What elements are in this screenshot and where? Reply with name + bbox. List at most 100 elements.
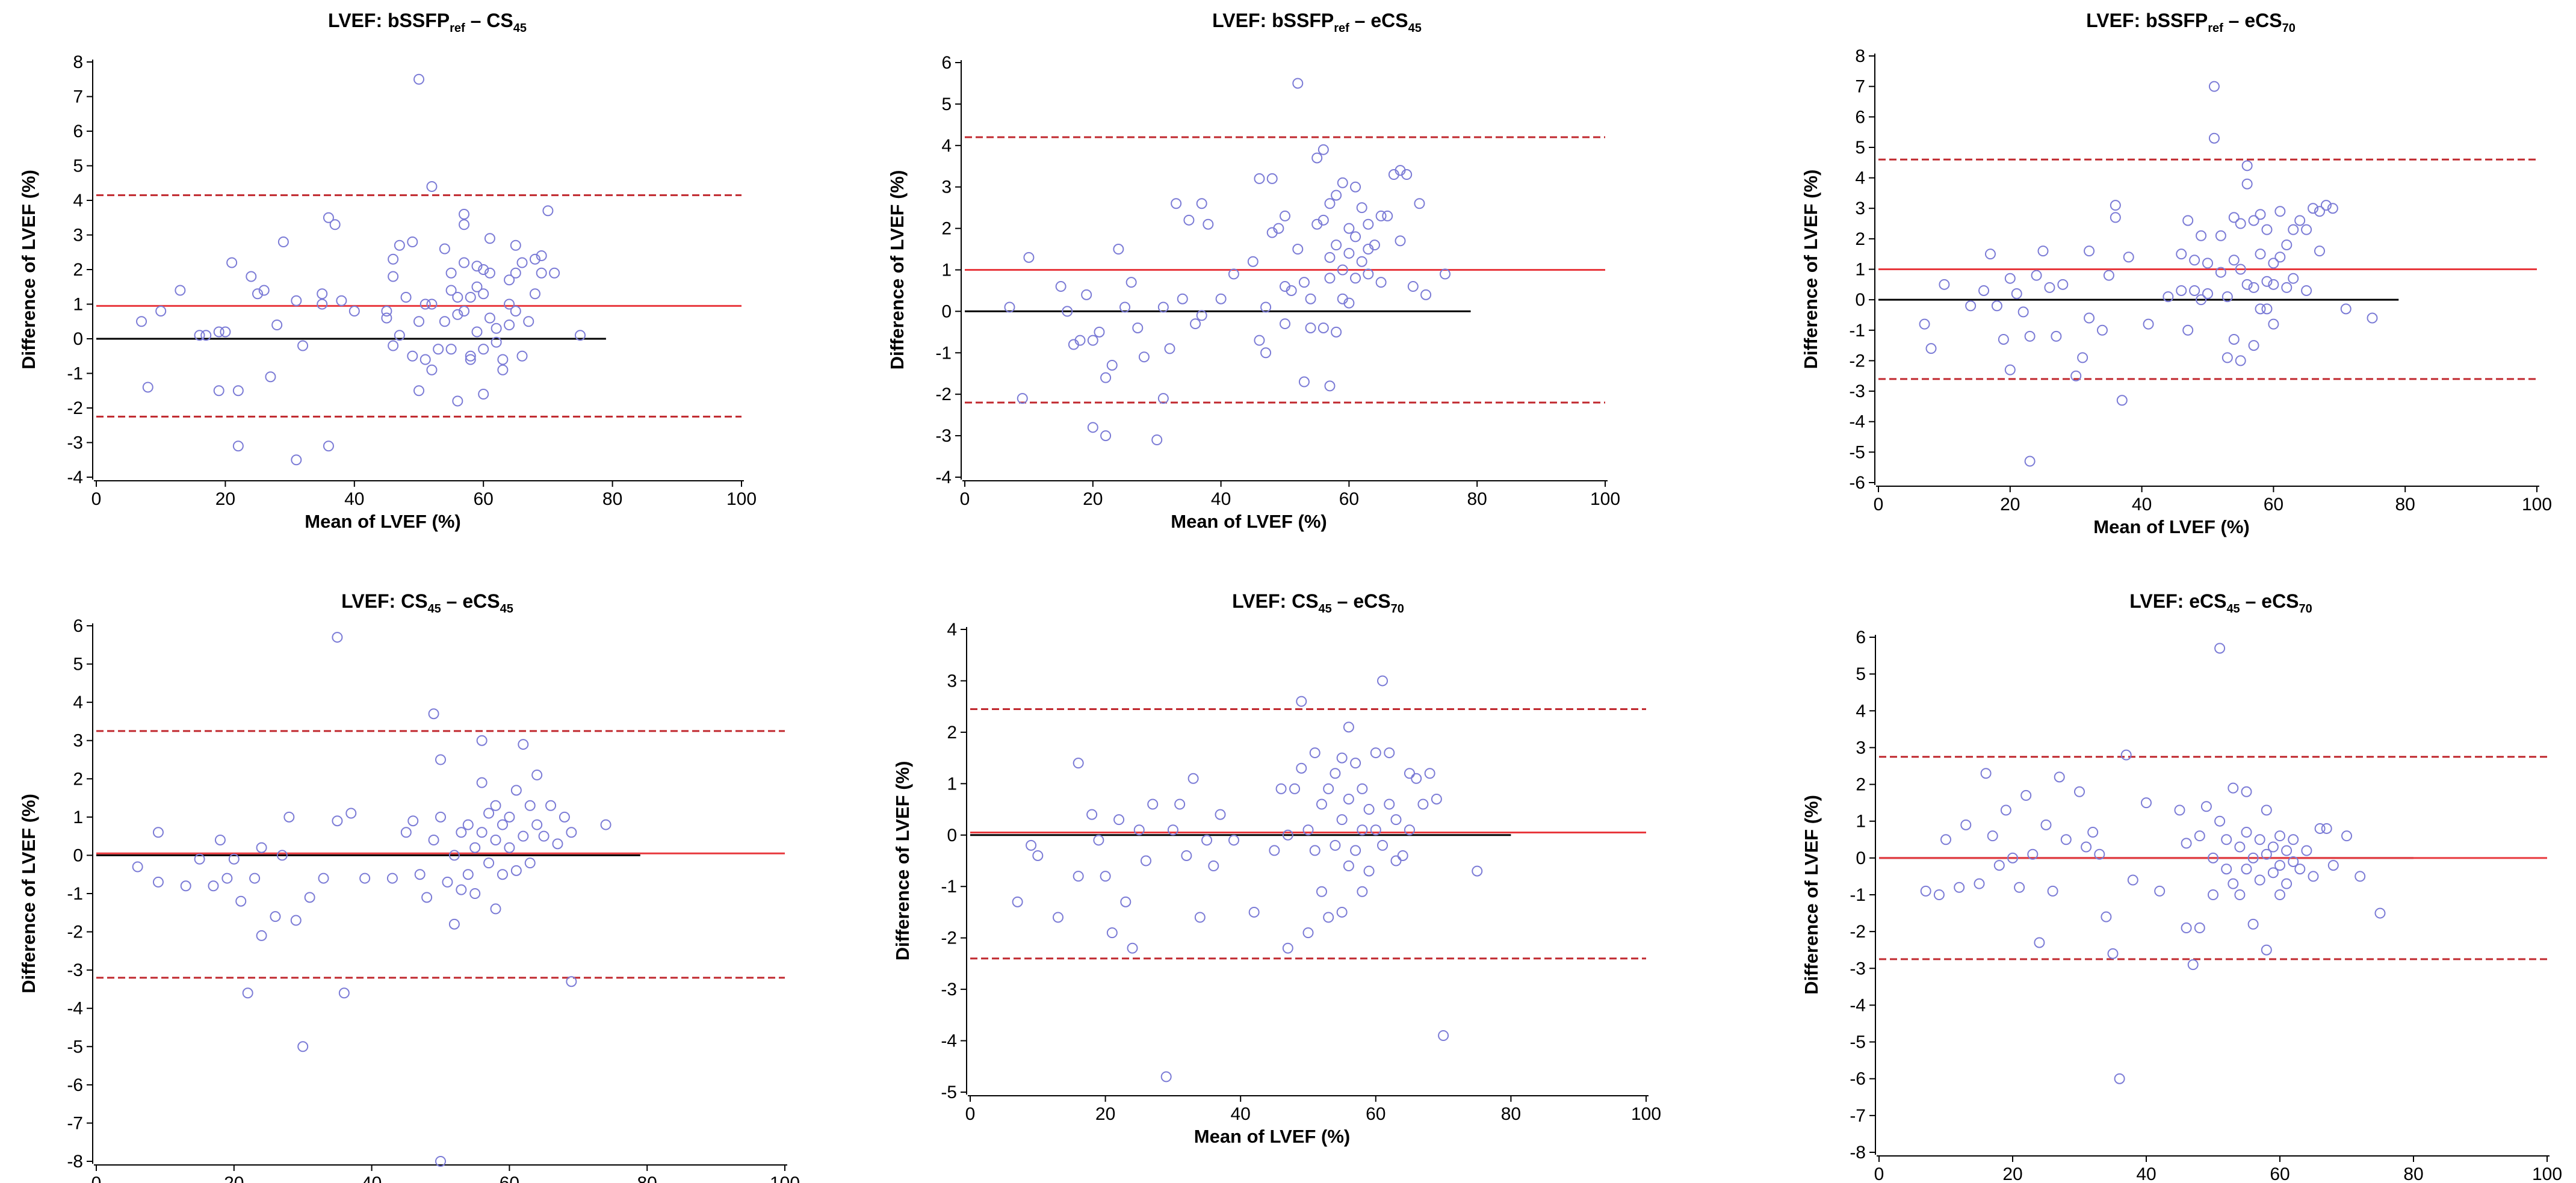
y-tick-label: -2 xyxy=(935,385,952,404)
data-point xyxy=(435,1156,446,1167)
data-point xyxy=(1302,824,1314,836)
x-tick-label: 20 xyxy=(1095,1104,1115,1124)
y-tick-label: 6 xyxy=(1855,107,1865,127)
data-point xyxy=(1324,198,1336,209)
data-point xyxy=(1086,809,1098,820)
data-point xyxy=(1012,896,1023,907)
title-subscript: 45 xyxy=(1319,602,1332,616)
x-tick-label: 80 xyxy=(1501,1104,1521,1124)
data-point xyxy=(465,350,476,362)
data-point xyxy=(420,354,431,365)
data-point xyxy=(1164,343,1175,354)
data-point xyxy=(420,298,431,310)
y-tick-label: 2 xyxy=(941,219,952,239)
data-point xyxy=(1323,783,1334,794)
data-point xyxy=(435,811,446,823)
y-tick-label: 5 xyxy=(941,94,952,114)
data-point xyxy=(2228,878,2239,889)
x-tick-label: 60 xyxy=(1339,489,1359,509)
data-point xyxy=(1343,860,1354,872)
title-subscript: ref xyxy=(1334,22,1349,35)
title-text: LVEF: eCS xyxy=(2129,590,2226,612)
data-point xyxy=(381,312,392,324)
data-point xyxy=(1336,906,1348,918)
data-point xyxy=(1292,78,1304,89)
data-point xyxy=(2004,273,2016,284)
x-tick-label: 60 xyxy=(474,489,494,509)
data-point xyxy=(1157,301,1169,313)
data-point xyxy=(1939,279,1950,290)
data-point xyxy=(1254,335,1265,346)
data-point xyxy=(1350,845,1361,856)
data-point xyxy=(1282,829,1293,841)
data-point xyxy=(345,808,357,819)
data-point xyxy=(2214,643,2226,654)
chart-panel-3: LVEF: bSSFPref – eCS70-6-5-4-3-2-1012345… xyxy=(1800,10,2552,537)
data-point xyxy=(394,330,405,341)
y-axis-title: Difference of LVEF (%) xyxy=(892,761,913,961)
x-tick-label: 40 xyxy=(1211,489,1231,509)
data-point xyxy=(476,735,488,746)
data-point xyxy=(2110,200,2121,211)
data-point xyxy=(152,876,164,888)
data-point xyxy=(381,306,392,317)
data-point xyxy=(1978,285,1990,296)
data-point xyxy=(232,440,244,452)
data-point xyxy=(2228,212,2240,223)
y-axis-title: Difference of LVEF (%) xyxy=(1801,795,1822,995)
data-point xyxy=(208,880,219,892)
x-tick-label: 40 xyxy=(2136,1164,2156,1183)
data-point xyxy=(2367,312,2378,324)
data-point xyxy=(407,236,418,247)
data-point xyxy=(2281,845,2293,856)
data-point xyxy=(1356,202,1367,214)
data-point xyxy=(194,853,205,865)
data-point xyxy=(180,880,191,892)
x-tick-label: 80 xyxy=(1467,489,1487,509)
data-point xyxy=(2281,239,2293,250)
data-point xyxy=(2084,312,2095,324)
data-point xyxy=(1330,839,1341,851)
data-point xyxy=(1316,798,1327,810)
data-point xyxy=(2024,456,2036,467)
data-point xyxy=(1140,855,1151,866)
data-point xyxy=(2301,224,2312,235)
data-point xyxy=(1324,273,1336,284)
data-point xyxy=(1133,824,1145,836)
y-tick-label: -5 xyxy=(1849,442,1865,462)
data-point xyxy=(2241,279,2253,290)
data-point xyxy=(1401,169,1413,181)
data-point xyxy=(1254,173,1265,184)
data-point xyxy=(1330,768,1341,779)
data-point xyxy=(1305,322,1316,333)
data-point xyxy=(2234,841,2246,853)
data-point xyxy=(2248,282,2259,293)
y-tick-label: -3 xyxy=(67,960,83,980)
data-point xyxy=(459,219,470,230)
data-point xyxy=(332,815,343,827)
title-text: LVEF: bSSFP xyxy=(328,10,450,31)
data-point xyxy=(1414,198,1425,209)
title-text: LVEF: bSSFP xyxy=(2086,10,2208,31)
data-point xyxy=(142,381,153,393)
data-point xyxy=(1260,347,1272,359)
data-point xyxy=(283,811,295,823)
x-tick-label: 60 xyxy=(2264,495,2283,514)
x-tick-label: 80 xyxy=(2395,495,2415,514)
y-tick-label: 4 xyxy=(947,620,957,640)
data-point xyxy=(2096,324,2108,336)
data-point xyxy=(1023,252,1035,263)
data-point xyxy=(2288,273,2299,284)
y-tick-label: 0 xyxy=(1856,848,1866,868)
data-point xyxy=(435,754,446,765)
data-point xyxy=(2274,889,2285,900)
data-point xyxy=(484,233,495,244)
data-point xyxy=(1407,281,1419,292)
data-point xyxy=(1363,804,1375,815)
x-tick-label: 20 xyxy=(1083,489,1103,509)
data-point xyxy=(1160,1071,1172,1083)
y-tick-label: -4 xyxy=(1849,412,1865,432)
data-point xyxy=(2202,258,2213,269)
data-point xyxy=(2267,841,2279,853)
